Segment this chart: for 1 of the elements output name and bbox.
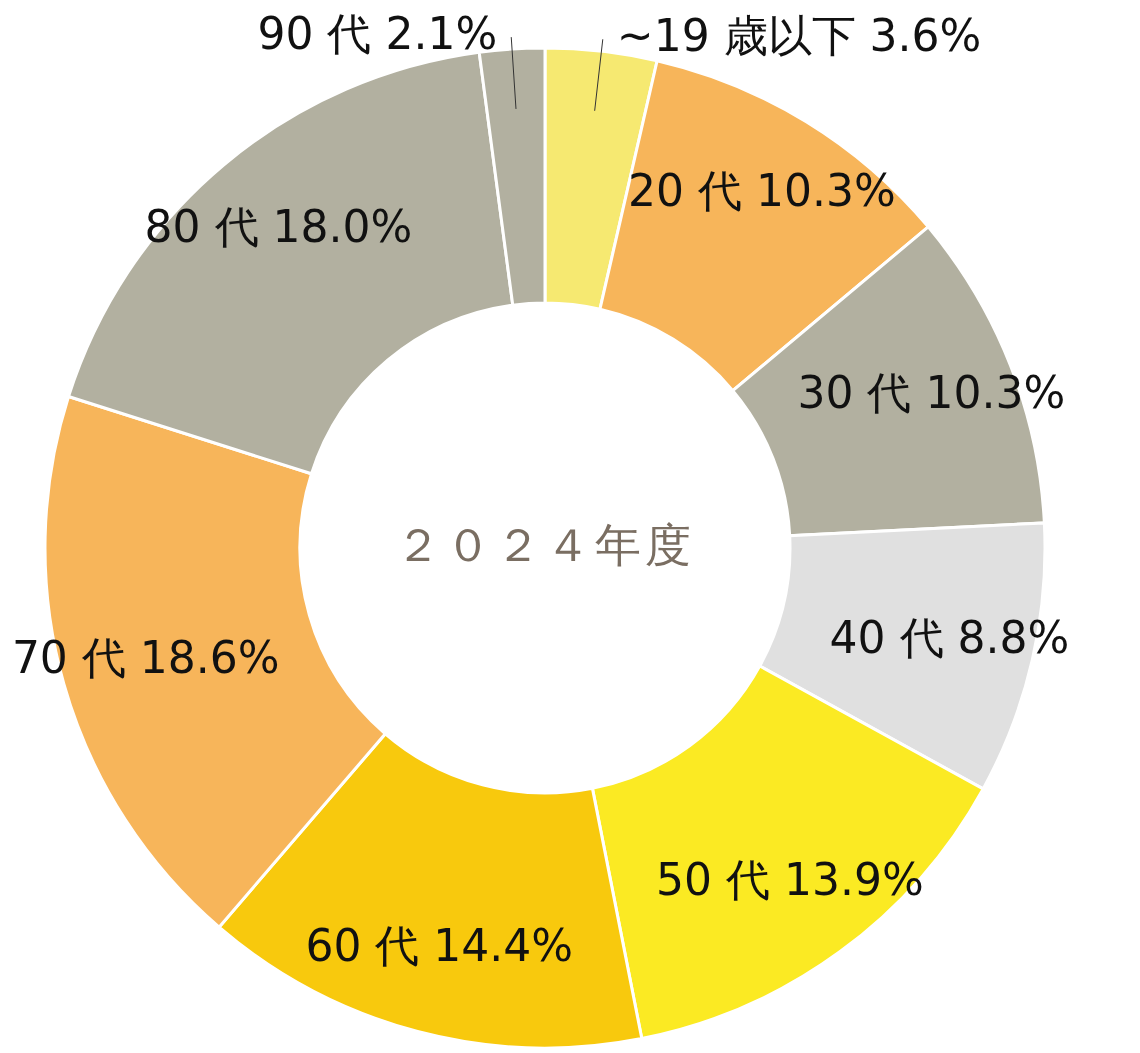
title: ２０２４年度 bbox=[395, 517, 695, 572]
